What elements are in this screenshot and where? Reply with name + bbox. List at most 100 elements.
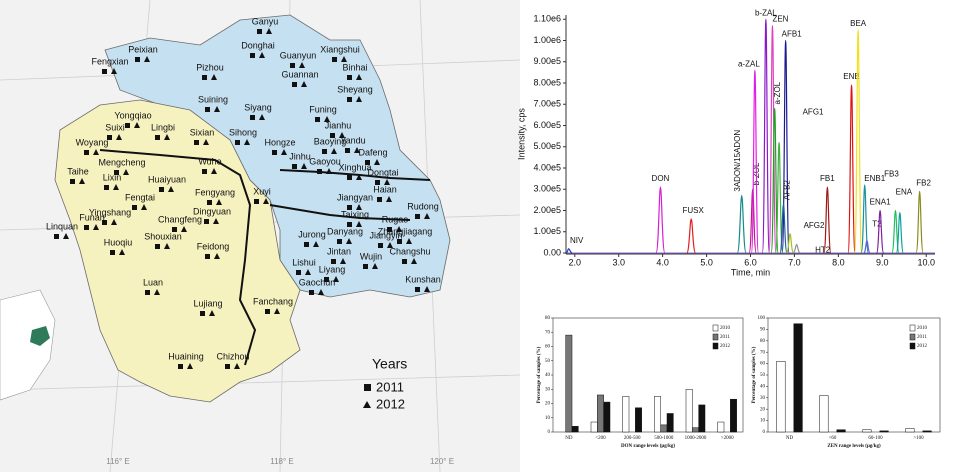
site-2011: [250, 53, 255, 58]
y-tick-label: 8.00e5: [533, 77, 561, 87]
legend-label: 2012: [917, 344, 928, 349]
site-2011: [155, 244, 160, 249]
y-axis-title: Percentage of samples (%): [537, 346, 542, 403]
city-label: Rugao: [382, 214, 409, 224]
site-2012: [356, 74, 362, 80]
city-label: Huaiyuan: [148, 174, 186, 184]
city-label: Sihong: [229, 127, 257, 137]
site-2012: [213, 218, 219, 224]
site-2012: [356, 204, 362, 210]
site-2012: [181, 226, 187, 232]
x-tick-label: 7.0: [788, 257, 801, 267]
peak-label: FB2: [916, 178, 931, 187]
site-2012: [339, 132, 345, 138]
site-2011: [54, 234, 59, 239]
city-label: Ganyu: [252, 16, 279, 26]
x-tick-label: <60: [829, 436, 837, 441]
site-2012: [116, 134, 122, 140]
peak: [792, 243, 801, 254]
city-label: Wujin: [360, 251, 382, 261]
city-label: Shouxian: [144, 231, 182, 241]
city-label: Jurong: [298, 229, 326, 239]
y-tick-label: 60: [760, 362, 766, 367]
city-label: Mengcheng: [98, 157, 145, 167]
site-2011: [235, 140, 240, 145]
site-2012: [331, 148, 337, 154]
site-2011: [332, 57, 337, 62]
site-2012: [259, 52, 265, 58]
bar: [603, 401, 611, 433]
zen-bar-chart: 0 10 20 30 40 50 60 70 80 90 100 ND <60 60-100 >100 ZEN…: [752, 316, 941, 449]
city-label: Lingbi: [151, 122, 175, 132]
site-2011: [225, 364, 230, 369]
city-label: Woyang: [76, 137, 109, 147]
x-tick-label: 60-100: [868, 436, 883, 441]
site-2011: [155, 135, 160, 140]
legend-triangle: [363, 401, 371, 408]
x-tick-label: ND: [786, 436, 794, 441]
site-2012: [263, 198, 269, 204]
y-tick-label: 40: [545, 373, 551, 378]
city-label: Changfeng: [158, 214, 202, 224]
peak: [774, 141, 784, 254]
longitude-label: 120° E: [430, 457, 454, 466]
site-2012: [203, 139, 209, 145]
site-2011: [375, 180, 380, 185]
peak-label: ENB: [843, 72, 859, 81]
legend-label: 2010: [917, 326, 928, 331]
city-label: Jiangyin: [369, 230, 402, 240]
peak-label: AFG2: [804, 221, 825, 230]
site-2011: [159, 187, 164, 192]
zone-boundary: [99, 149, 257, 366]
city-label: Feidong: [197, 241, 230, 251]
x-tick-label: >2000: [721, 436, 734, 441]
city-label: Peixian: [128, 44, 158, 54]
site-2011: [309, 290, 314, 295]
site-2011: [272, 150, 277, 155]
city-label: Sheyang: [337, 84, 373, 94]
site-2012: [424, 213, 430, 219]
site-2012: [134, 122, 140, 128]
bar: [590, 421, 598, 433]
y-tick-label: 1.00e5: [533, 226, 561, 236]
site-2012: [211, 168, 217, 174]
bar: [565, 334, 573, 433]
x-axis-title: ZEN range levels (μg/kg): [827, 444, 881, 449]
site-2012: [424, 286, 430, 292]
city-label: Wuhe: [198, 156, 221, 166]
site-2011: [125, 123, 130, 128]
site-2011: [145, 290, 150, 295]
site-2011: [254, 199, 259, 204]
y-tick-label: 40: [760, 385, 766, 390]
site-2012: [372, 263, 378, 269]
y-axis-title: Percentage of samples (%): [752, 346, 757, 403]
y-tick-label: 30: [760, 396, 766, 401]
site-2012: [406, 238, 412, 244]
peak-label: DON: [652, 174, 670, 183]
city-label: Jiangyan: [337, 192, 373, 202]
site-2011: [257, 29, 262, 34]
site-2011: [194, 140, 199, 145]
site-2011: [337, 239, 342, 244]
site-2012: [354, 147, 360, 153]
x-tick-label: <200: [595, 436, 606, 441]
site-2012: [341, 56, 347, 62]
x-tick-label: 1000-2000: [685, 436, 707, 441]
x-tick-label: 5.0: [700, 257, 713, 267]
site-2011: [102, 220, 107, 225]
city-label: Gaochun: [299, 277, 336, 287]
peak-label: b-ZAL: [755, 8, 777, 17]
site-2012: [214, 253, 220, 259]
site-2012: [119, 249, 125, 255]
site-2011: [315, 117, 320, 122]
peak: [895, 212, 904, 254]
site-2012: [301, 163, 307, 169]
site-2012: [301, 81, 307, 87]
peak-label: AFB1: [782, 30, 803, 39]
city-label: Hongze: [264, 137, 295, 147]
legend-square: [364, 384, 371, 391]
city-label: Lujiang: [193, 298, 222, 308]
site-2011: [70, 179, 75, 184]
anhui-region: [54, 99, 301, 403]
bar: [692, 427, 699, 433]
